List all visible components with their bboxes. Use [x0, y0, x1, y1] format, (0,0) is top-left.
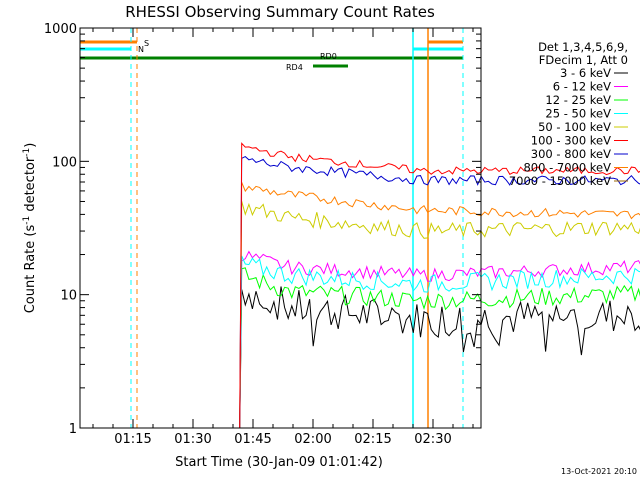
y-tick-label: 1000	[44, 22, 77, 37]
y-axis-label: Count Rate (s-1 detector-1)	[22, 143, 38, 314]
plot-frame	[79, 27, 482, 429]
footer-date: 13-Oct-2021 20:10	[561, 467, 637, 476]
legend-header-1: Det 1,3,4,5,6,9,	[538, 40, 628, 54]
series-line-5	[239, 142, 640, 429]
legend-label: 6 - 12 keV	[553, 80, 611, 94]
y-tick-label: 1	[69, 422, 77, 437]
legend-label: 25 - 50 keV	[545, 107, 611, 121]
legend-header-2: FDecim 1, Att 0	[539, 53, 628, 67]
x-tick-label: 02:00	[294, 432, 331, 447]
series-line-0	[239, 286, 640, 429]
x-tick-label: 01:15	[114, 432, 151, 447]
x-tick-label: 01:30	[174, 432, 211, 447]
series-line-2	[239, 267, 640, 429]
y-tick-label: 100	[52, 155, 77, 170]
legend-label: 7000 - 15000 keV	[509, 174, 611, 188]
svg-text:Count Rate (s-1 detector-1): Count Rate (s-1 detector-1)	[22, 143, 38, 314]
y-tick-label: 10	[60, 289, 77, 304]
night-label: N	[138, 45, 144, 54]
x-tick-label: 02:30	[414, 432, 451, 447]
series-line-6	[239, 156, 640, 429]
rd4-label: RD4	[286, 63, 303, 72]
legend-label: 12 - 25 keV	[545, 93, 611, 107]
legend-label: 3 - 6 keV	[560, 66, 611, 80]
legend-label: 300 - 800 keV	[531, 147, 611, 161]
x-tick-label: 01:45	[234, 432, 271, 447]
legend-label: 100 - 300 keV	[531, 134, 611, 148]
chart-title: RHESSI Observing Summary Count Rates	[125, 3, 435, 21]
x-axis-label: Start Time (30-Jan-09 01:01:42)	[175, 455, 383, 470]
legend-label: 800 - 7000 keV	[523, 161, 611, 175]
saa-label: S	[144, 39, 149, 48]
series-line-3	[239, 255, 640, 429]
series-line-4	[239, 201, 640, 429]
rd0-label: RD0	[320, 52, 337, 61]
x-tick-label: 02:15	[354, 432, 391, 447]
series-line-1	[239, 250, 640, 429]
series-line-7	[239, 182, 640, 429]
legend-label: 50 - 100 keV	[538, 120, 611, 134]
